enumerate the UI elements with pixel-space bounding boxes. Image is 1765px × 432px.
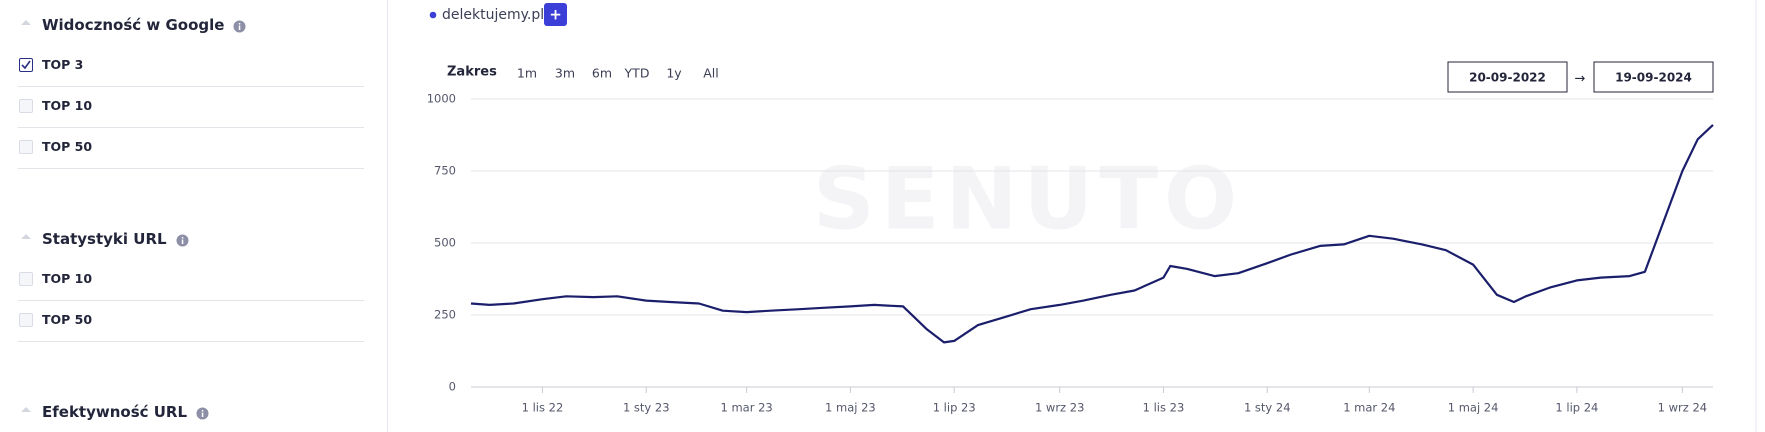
section-title[interactable]: Widoczność w Google xyxy=(42,16,225,34)
date-to[interactable]: 19-09-2024 xyxy=(1615,71,1692,85)
checkbox-label[interactable]: TOP 50 xyxy=(42,312,93,327)
date-arrow: → xyxy=(1575,72,1586,87)
separator xyxy=(18,300,364,301)
range-button[interactable]: 1m xyxy=(517,66,537,81)
y-tick-label: 0 xyxy=(449,380,456,394)
x-tick-label: 1 mar 23 xyxy=(720,401,772,415)
date-from-box[interactable] xyxy=(1447,61,1568,93)
legend-label[interactable]: delektujemy.pl xyxy=(442,7,544,23)
separator xyxy=(18,127,364,128)
series-line xyxy=(470,124,1714,344)
add-button[interactable] xyxy=(544,3,567,26)
collapse-caret[interactable] xyxy=(20,232,32,240)
x-tick-label: 1 sty 24 xyxy=(1244,401,1291,415)
x-tick-label: 1 wrz 24 xyxy=(1658,401,1707,415)
add-button-label[interactable]: + xyxy=(549,6,562,24)
section-title[interactable]: Efektywność URL xyxy=(42,403,188,421)
x-tick-label: 1 maj 23 xyxy=(825,401,876,415)
watermark: SENUTO xyxy=(813,149,1243,249)
y-tick-label: 500 xyxy=(434,236,456,250)
x-tick-label: 1 lis 22 xyxy=(522,401,564,415)
date-from[interactable]: 20-09-2022 xyxy=(1469,71,1546,85)
sidebar: Widoczność w Google TOP 3 TOP 10 TOP 50 Stat… xyxy=(0,0,388,432)
info-icon[interactable] xyxy=(176,234,189,247)
collapse-caret[interactable] xyxy=(20,18,32,26)
separator xyxy=(18,341,364,342)
date-to-box[interactable] xyxy=(1593,61,1714,93)
collapse-caret[interactable] xyxy=(20,405,32,413)
x-tick-label: 1 maj 24 xyxy=(1448,401,1499,415)
range-button[interactable]: 6m xyxy=(592,66,612,81)
x-tick-label: 1 wrz 23 xyxy=(1035,401,1084,415)
info-icon[interactable] xyxy=(233,20,246,33)
x-tick-label: 1 lis 23 xyxy=(1143,401,1185,415)
range-button[interactable]: 3m xyxy=(555,66,575,81)
separator xyxy=(18,86,364,87)
checkbox-label[interactable]: TOP 50 xyxy=(42,139,93,154)
section-title[interactable]: Statystyki URL xyxy=(42,230,167,248)
range-button[interactable]: 1y xyxy=(666,66,682,81)
range-label: Zakres xyxy=(447,65,497,80)
checkbox[interactable] xyxy=(19,140,33,154)
x-tick-label: 1 lip 24 xyxy=(1555,401,1598,415)
y-tick-label: 750 xyxy=(434,164,456,178)
info-icon[interactable] xyxy=(196,407,209,420)
range-button[interactable]: YTD xyxy=(624,66,650,81)
checkbox[interactable] xyxy=(19,272,33,286)
checkbox-label[interactable]: TOP 10 xyxy=(42,98,93,113)
legend-dot xyxy=(429,11,437,19)
checkbox[interactable] xyxy=(19,99,33,113)
x-tick-label: 1 lip 23 xyxy=(933,401,976,415)
checkbox[interactable] xyxy=(19,313,33,327)
checkbox-label[interactable]: TOP 3 xyxy=(42,57,84,72)
x-tick-label: 1 mar 24 xyxy=(1343,401,1395,415)
checkbox-label[interactable]: TOP 10 xyxy=(42,271,93,286)
y-tick-label: 1000 xyxy=(427,92,456,106)
range-button[interactable]: All xyxy=(703,66,719,81)
checkbox[interactable] xyxy=(19,58,33,72)
separator xyxy=(18,168,364,169)
x-tick-label: 1 sty 23 xyxy=(623,401,670,415)
y-tick-label: 250 xyxy=(434,308,456,322)
